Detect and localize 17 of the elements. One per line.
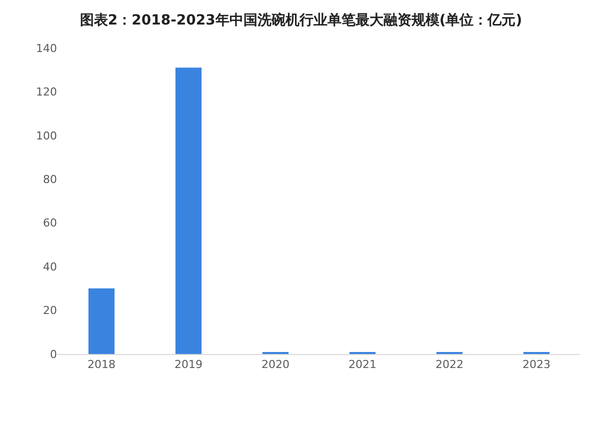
x-tick-label: 2023 (522, 358, 550, 372)
y-tick-label: 140 (36, 42, 57, 55)
y-tick-label: 40 (43, 260, 57, 274)
y-tick-label: 80 (43, 172, 57, 186)
bar (175, 68, 202, 354)
x-tick-label: 2018 (88, 358, 116, 372)
y-tick-label: 0 (50, 348, 57, 361)
y-tick-label: 60 (43, 216, 57, 230)
x-tick-label: 2019 (174, 358, 202, 372)
bar (88, 288, 115, 354)
x-tick-label: 2022 (436, 358, 464, 372)
chart-title: 图表2：2018-2023年中国洗碗机行业单笔最大融资规模(单位：亿元) (80, 12, 522, 29)
x-tick-label: 2021 (348, 358, 376, 372)
y-tick-label: 100 (36, 129, 57, 142)
x-tick-label: 2020 (262, 358, 290, 372)
y-tick-label: 20 (43, 304, 57, 318)
y-tick-label: 120 (36, 86, 57, 99)
